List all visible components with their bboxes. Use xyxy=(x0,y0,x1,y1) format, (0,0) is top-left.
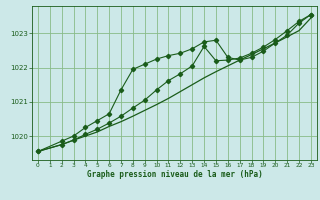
X-axis label: Graphe pression niveau de la mer (hPa): Graphe pression niveau de la mer (hPa) xyxy=(86,170,262,179)
